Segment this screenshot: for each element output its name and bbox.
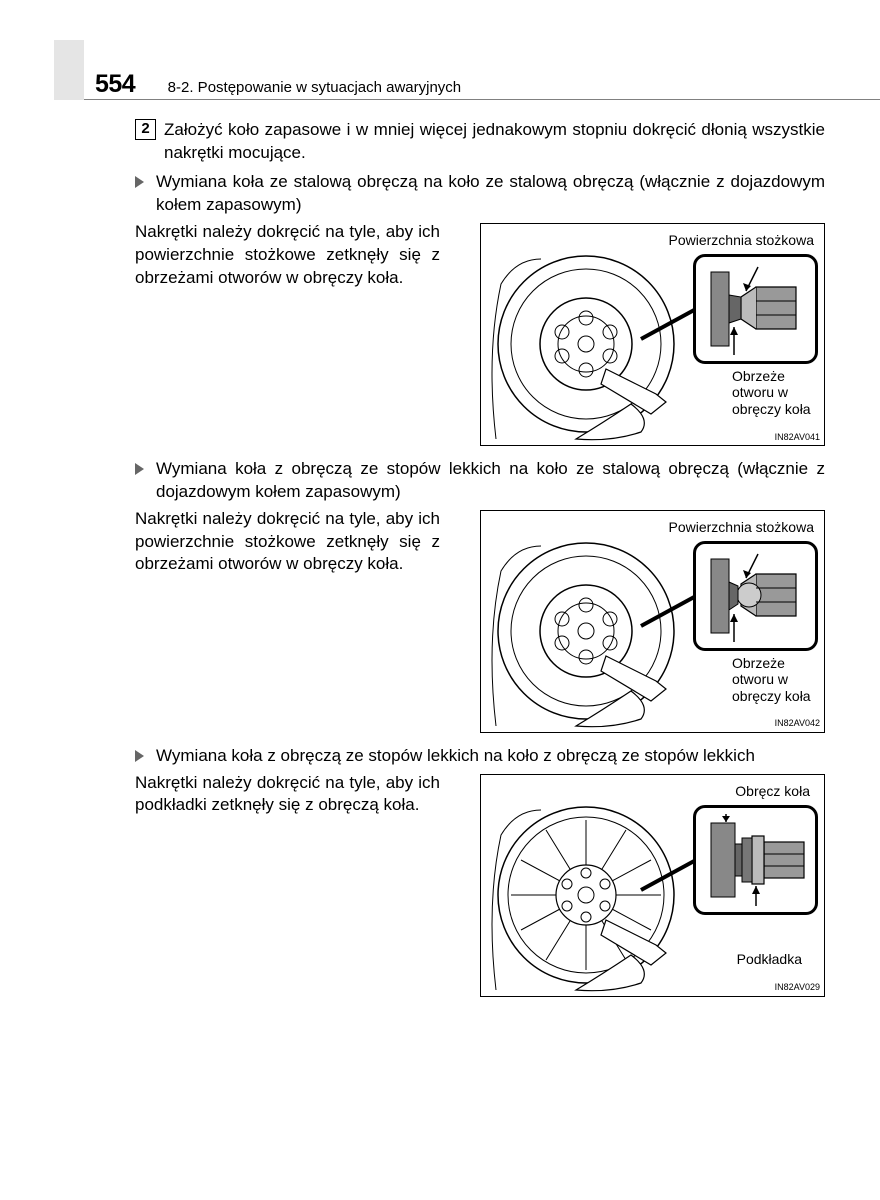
sub-block-3: Nakrętki należy dokręcić na tyle, aby ic… xyxy=(135,772,825,997)
fig2-label-top: Powierzchnia stożkowa xyxy=(668,519,814,536)
fig2-label-bot: Obrzeże otworu w obręczy koła xyxy=(732,655,814,705)
step-row: 2 Założyć koło zapasowe i w mniej więcej… xyxy=(135,118,825,165)
step-text: Założyć koło zapasowe i w mniej więcej j… xyxy=(164,119,825,165)
bullet-1: Wymiana koła ze stalową obręczą na koło … xyxy=(135,171,825,217)
figure-3: Obręcz koła Podkładka IN82AV029 xyxy=(480,774,825,997)
triangle-icon xyxy=(135,463,144,475)
sub-block-1: Nakrętki należy dokręcić na tyle, aby ic… xyxy=(135,221,825,446)
nut-detail-3 xyxy=(696,808,815,912)
bullet-2-text: Wymiana koła z obręczą ze stopów lekkich… xyxy=(156,458,825,504)
triangle-icon xyxy=(135,176,144,188)
page-number: 554 xyxy=(95,70,135,99)
figure-1: Powierzchnia stożkowa Obrzeże otworu w o… xyxy=(480,223,825,446)
sub-block-2: Nakrętki należy dokręcić na tyle, aby ic… xyxy=(135,508,825,733)
step-number-box: 2 xyxy=(135,119,156,140)
nut-detail-1 xyxy=(696,257,815,361)
bullet-2: Wymiana koła z obręczą ze stopów lekkich… xyxy=(135,458,825,504)
fig3-code: IN82AV029 xyxy=(775,981,820,993)
fig1-label-bot: Obrzeże otworu w obręczy koła xyxy=(732,368,814,418)
callout-2 xyxy=(693,541,818,651)
para-1: Nakrętki należy dokręcić na tyle, aby ic… xyxy=(135,221,440,290)
bullet-1-text: Wymiana koła ze stalową obręczą na koło … xyxy=(156,171,825,217)
margin-stripe xyxy=(54,40,84,100)
bullet-3: Wymiana koła z obręczą ze stopów lekkich… xyxy=(135,745,825,768)
section-title: 8-2. Postępowanie w sytuacjach awaryjnyc… xyxy=(168,79,461,96)
callout-1 xyxy=(693,254,818,364)
callout-3 xyxy=(693,805,818,915)
nut-detail-2 xyxy=(696,544,815,648)
fig2-code: IN82AV042 xyxy=(775,717,820,729)
figure-2: Powierzchnia stożkowa Obrzeże otworu w o… xyxy=(480,510,825,733)
para-2: Nakrętki należy dokręcić na tyle, aby ic… xyxy=(135,508,440,577)
para-3: Nakrętki należy dokręcić na tyle, aby ic… xyxy=(135,772,440,818)
triangle-icon xyxy=(135,750,144,762)
page-content: 2 Założyć koło zapasowe i w mniej więcej… xyxy=(135,118,825,997)
fig3-label-top: Obręcz koła xyxy=(735,783,810,800)
page-header: 554 8-2. Postępowanie w sytuacjach awary… xyxy=(95,70,850,109)
header-rule xyxy=(84,99,880,100)
fig1-label-top: Powierzchnia stożkowa xyxy=(668,232,814,249)
bullet-3-text: Wymiana koła z obręczą ze stopów lekkich… xyxy=(156,745,825,768)
fig3-label-bot: Podkładka xyxy=(737,951,802,968)
fig1-code: IN82AV041 xyxy=(775,431,820,443)
